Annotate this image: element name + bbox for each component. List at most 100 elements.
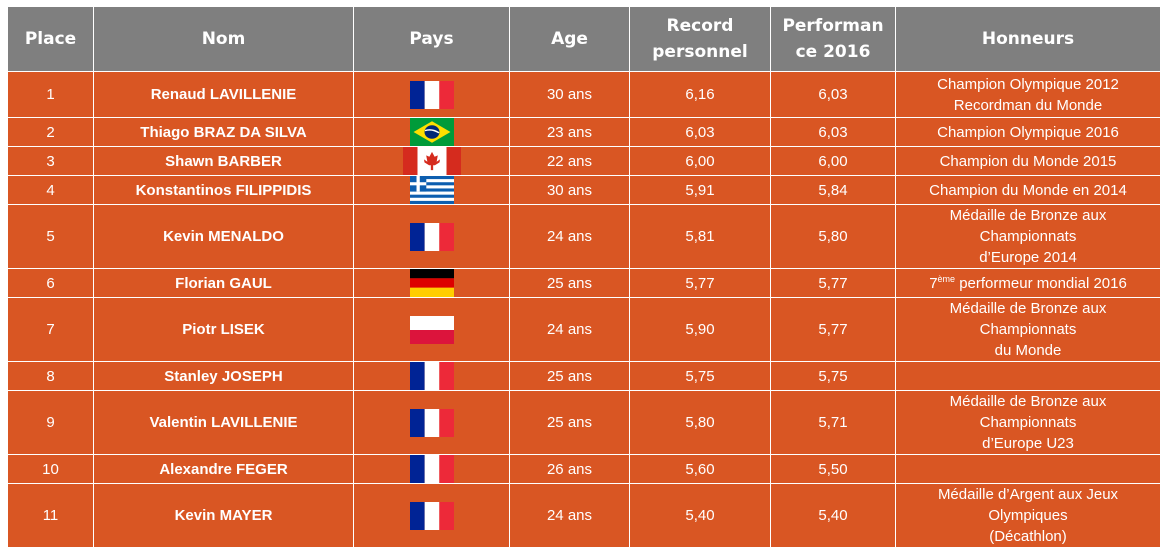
header-age: Age [509, 6, 630, 72]
cell-country [353, 204, 510, 269]
greece-flag-icon [409, 176, 454, 204]
table-row: 10 Alexandre FEGER 26 ans 5,60 5,50 [7, 454, 1161, 484]
cell-country [353, 175, 510, 205]
table-row: 8 Stanley JOSEPH 25 ans 5,75 5,75 [7, 361, 1161, 391]
cell-country [353, 268, 510, 298]
poland-flag-icon [409, 315, 454, 344]
cell-honors: Champion Olympique 2016 [895, 117, 1161, 147]
brazil-flag-icon [409, 118, 454, 146]
cell-name: Renaud LAVILLENIE [93, 71, 354, 118]
france-flag-icon [409, 80, 454, 109]
honors-line1: Médaille de Bronze aux Championnats [949, 207, 1107, 245]
cell-performance: 5,71 [770, 390, 896, 455]
cell-performance: 5,77 [770, 268, 896, 298]
honors-line2: d’Europe U23 [982, 435, 1074, 452]
cell-place: 5 [7, 204, 94, 269]
pole-vault-ranking-table: Place Nom Pays Age Record personnel Perf… [7, 6, 1161, 548]
cell-place: 6 [7, 268, 94, 298]
cell-record: 6,00 [629, 146, 771, 176]
cell-age: 22 ans [509, 146, 630, 176]
cell-honors: Médaille d’Argent aux Jeux Olympiques (Dé… [895, 483, 1161, 548]
cell-performance: 6,03 [770, 117, 896, 147]
honors-line1: Médaille de Bronze aux Championnats [949, 393, 1107, 431]
honors-line2: Recordman du Monde [953, 96, 1103, 114]
honors-line1: Champion du Monde en 2014 [929, 181, 1127, 199]
cell-name: Thiago BRAZ DA SILVA [93, 117, 354, 147]
canada-flag-icon [402, 147, 461, 175]
cell-record: 5,90 [629, 297, 771, 362]
france-flag-icon [409, 408, 454, 437]
honors-text: performeur mondial 2016 [955, 274, 1127, 292]
cell-honors [895, 361, 1161, 391]
honors-line2: du Monde [994, 342, 1062, 359]
honors-rank-suffix: ème [937, 273, 956, 284]
cell-honors: Champion du Monde en 2014 [895, 175, 1161, 205]
cell-honors: 7ème performeur mondial 2016 [895, 268, 1161, 298]
france-flag-icon [409, 501, 454, 530]
table-row: 1 Renaud LAVILLENIE 30 ans 6,16 6,03 Champio… [7, 71, 1161, 118]
header-place: Place [7, 6, 94, 72]
cell-name: Valentin LAVILLENIE [93, 390, 354, 455]
cell-age: 24 ans [509, 483, 630, 548]
table-row: 6 Florian GAUL 25 ans 5,77 5,77 7ème perform… [7, 268, 1161, 298]
cell-record: 5,80 [629, 390, 771, 455]
header-perf-line2: ce 2016 [795, 42, 871, 62]
honors-line1: Champion Olympique 2016 [937, 123, 1119, 141]
cell-country [353, 483, 510, 548]
cell-honors [895, 454, 1161, 484]
honors-line1: Médaille de Bronze aux Championnats [949, 300, 1107, 338]
cell-age: 30 ans [509, 71, 630, 118]
cell-place: 1 [7, 71, 94, 118]
cell-honors: Champion du Monde 2015 [895, 146, 1161, 176]
table-row: 2 Thiago BRAZ DA SILVA 23 ans 6,03 6,03 Cham… [7, 117, 1161, 147]
cell-performance: 6,00 [770, 146, 896, 176]
cell-record: 5,60 [629, 454, 771, 484]
cell-age: 26 ans [509, 454, 630, 484]
cell-record: 5,77 [629, 268, 771, 298]
cell-record: 6,16 [629, 71, 771, 118]
cell-country [353, 71, 510, 118]
cell-age: 24 ans [509, 204, 630, 269]
cell-age: 25 ans [509, 268, 630, 298]
cell-country [353, 297, 510, 362]
cell-place: 3 [7, 146, 94, 176]
cell-place: 8 [7, 361, 94, 391]
cell-place: 4 [7, 175, 94, 205]
cell-record: 5,75 [629, 361, 771, 391]
cell-name: Stanley JOSEPH [93, 361, 354, 391]
cell-country [353, 361, 510, 391]
cell-age: 23 ans [509, 117, 630, 147]
cell-honors: Champion Olympique 2012 Recordman du Mond… [895, 71, 1161, 118]
cell-record: 5,81 [629, 204, 771, 269]
table-row: 4 Konstantinos FILIPPIDIS 30 ans 5,91 5,84 C… [7, 175, 1161, 205]
france-flag-icon [409, 222, 454, 251]
cell-honors: Médaille de Bronze aux Championnats d’Eur… [895, 204, 1161, 269]
cell-performance: 5,50 [770, 454, 896, 484]
cell-country [353, 390, 510, 455]
cell-age: 30 ans [509, 175, 630, 205]
france-flag-icon [409, 455, 454, 483]
table-row: 5 Kevin MENALDO 24 ans 5,81 5,80 Médaille de… [7, 204, 1161, 269]
header-honneurs: Honneurs [895, 6, 1161, 72]
table-row: 3 Shawn BARBER 22 ans 6,00 6,00 Champion du … [7, 146, 1161, 176]
table-header-row: Place Nom Pays Age Record personnel Perf… [7, 6, 1161, 72]
header-nom: Nom [93, 6, 354, 72]
germany-flag-icon [409, 269, 454, 297]
cell-place: 11 [7, 483, 94, 548]
cell-name: Kevin MENALDO [93, 204, 354, 269]
table-row: 9 Valentin LAVILLENIE 25 ans 5,80 5,71 Médai… [7, 390, 1161, 455]
cell-honors: Médaille de Bronze aux Championnats du Mo… [895, 297, 1161, 362]
cell-performance: 5,80 [770, 204, 896, 269]
header-record-line1: Record [666, 16, 734, 36]
header-performance-2016: Performan ce 2016 [770, 6, 896, 72]
cell-record: 5,91 [629, 175, 771, 205]
cell-honors: Médaille de Bronze aux Championnats d’Eur… [895, 390, 1161, 455]
cell-place: 2 [7, 117, 94, 147]
cell-name: Florian GAUL [93, 268, 354, 298]
cell-record: 5,40 [629, 483, 771, 548]
cell-name: Piotr LISEK [93, 297, 354, 362]
honors-line1: Champion Olympique 2012 [937, 75, 1119, 93]
cell-performance: 5,75 [770, 361, 896, 391]
cell-age: 24 ans [509, 297, 630, 362]
header-record-line2: personnel [652, 42, 748, 62]
